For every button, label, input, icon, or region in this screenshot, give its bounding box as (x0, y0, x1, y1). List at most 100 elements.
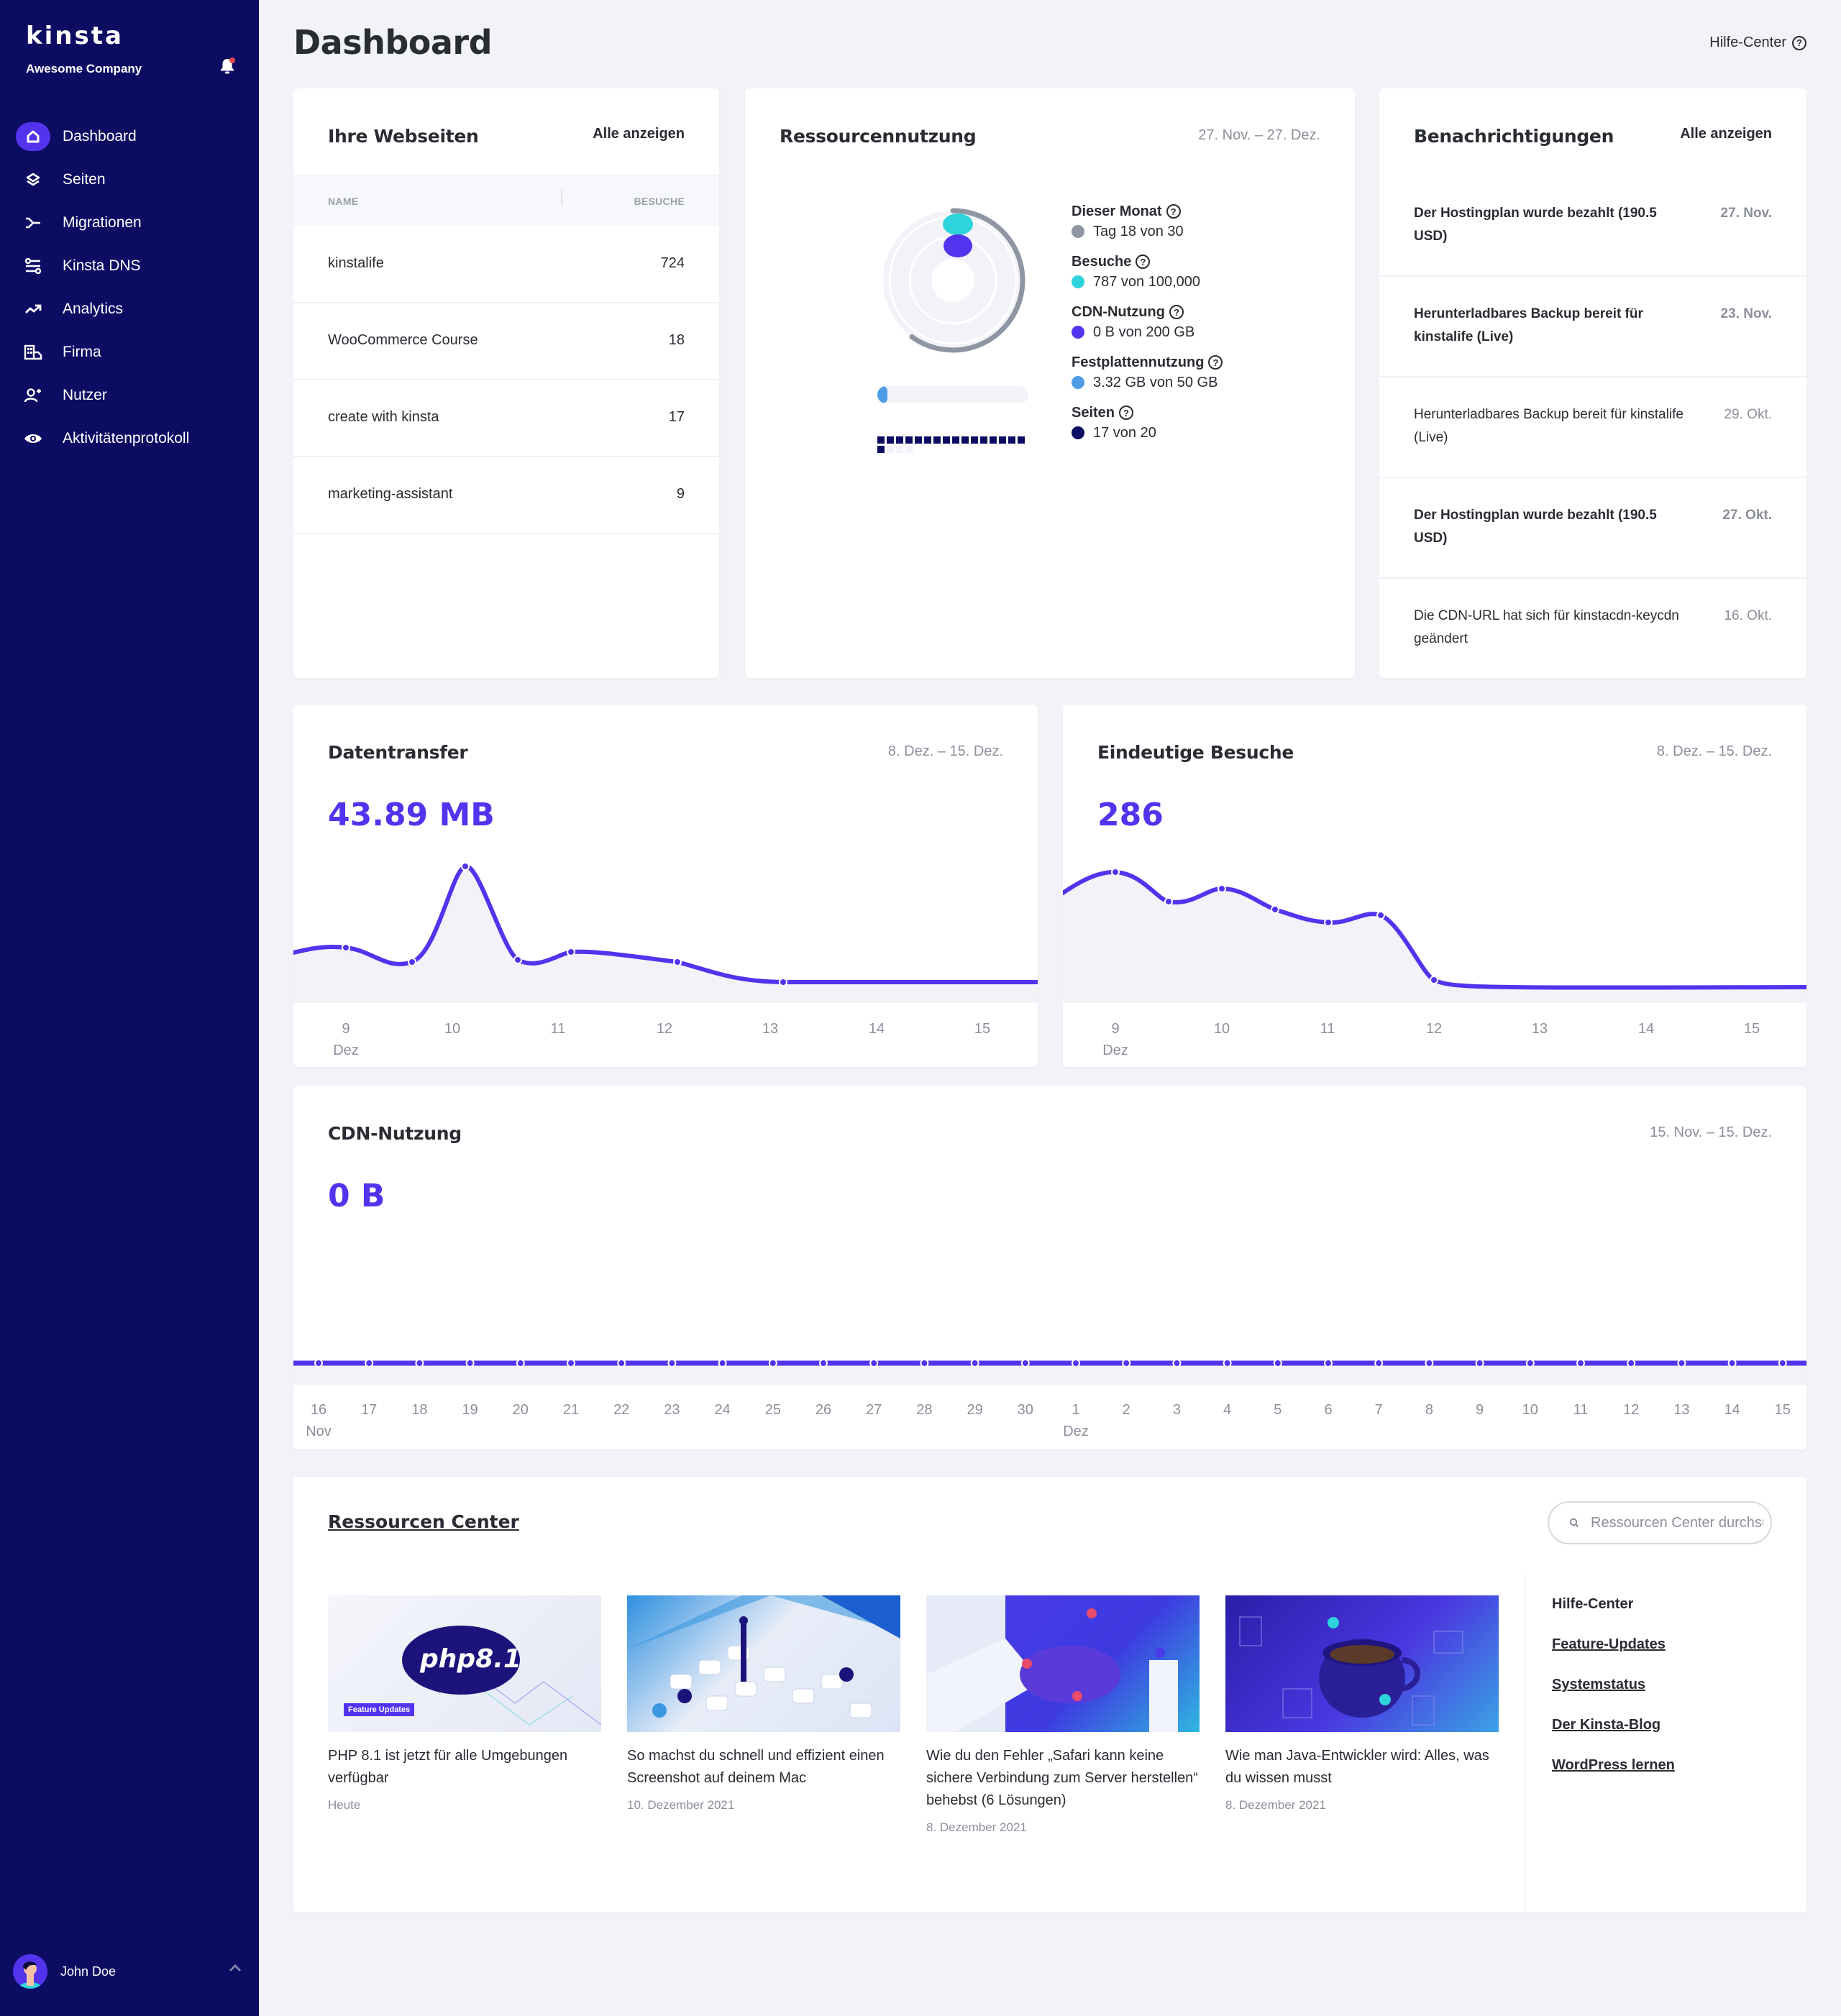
help-icon[interactable]: ? (1169, 305, 1184, 319)
help-icon[interactable]: ? (1166, 204, 1181, 219)
sidebar-item-seiten[interactable]: Seiten (0, 158, 259, 201)
avatar (13, 1954, 47, 1989)
sidebar-item-label: Nutzer (63, 387, 107, 403)
sidebar: kinsta Awesome Company Dashboard Seiten … (0, 0, 259, 2016)
sites-title: Ihre Webseiten (328, 126, 479, 147)
table-header: NAME BESUCHE (293, 175, 719, 226)
article-card[interactable]: So machst du schnell und effizient einen… (627, 1595, 900, 1813)
notifications-view-all-link[interactable]: Alle anzeigen (1680, 126, 1772, 142)
notification-text: Herunterladbares Backup bereit für kinst… (1414, 407, 1684, 445)
search-icon (1569, 1518, 1579, 1528)
cdn-usage-card: CDN-Nutzung 15. Nov. – 15. Dez. 0 B 16 No… (293, 1086, 1806, 1449)
legend-title: Dieser Monat (1072, 203, 1162, 219)
site-visits: 18 (668, 332, 685, 348)
legend-this-month: Dieser Monat? Tag 18 von 30 (1072, 202, 1223, 242)
x-axis-month-label: Dez (333, 1043, 359, 1058)
x-axis-label: 28 (916, 1402, 933, 1418)
table-row[interactable]: create with kinsta 17 (293, 380, 719, 457)
notification-text: Die CDN-URL hat sich für kinstacdn-keycd… (1414, 608, 1679, 646)
x-axis-label: 20 (512, 1402, 529, 1418)
x-axis-label: 6 (1324, 1402, 1333, 1418)
building-icon (16, 338, 50, 367)
article-title: Wie du den Fehler „Safari kann keine sic… (926, 1748, 1198, 1808)
x-axis-label: 14 (1637, 1021, 1655, 1037)
link-system-status[interactable]: Systemstatus (1552, 1677, 1646, 1692)
site-name: marketing-assistant (328, 486, 453, 502)
resource-center-search-input[interactable] (1591, 1514, 1763, 1531)
article-date: 8. Dezember 2021 (1225, 1798, 1326, 1812)
notification-badge (229, 58, 235, 63)
sidebar-item-aktivitaetenprotokoll[interactable]: Aktivitätenprotokoll (0, 417, 259, 460)
notification-item[interactable]: Die CDN-URL hat sich für kinstacdn-keycd… (1379, 579, 1806, 679)
x-axis-label: 13 (1673, 1402, 1690, 1418)
notification-text: Der Hostingplan wurde bezahlt (190.5 USD… (1414, 206, 1657, 244)
data-transfer-chart[interactable] (293, 705, 1038, 1067)
home-icon (16, 122, 50, 151)
article-date: 8. Dezember 2021 (926, 1820, 1027, 1834)
user-menu[interactable]: John Doe (13, 1954, 116, 1989)
help-icon[interactable]: ? (1208, 355, 1223, 370)
article-card[interactable]: php8.1 Feature Updates PHP 8.1 ist jetzt… (328, 1595, 601, 1813)
company-name[interactable]: Awesome Company (26, 62, 142, 75)
resource-center-search[interactable] (1548, 1501, 1772, 1544)
x-axis-label: 30 (1017, 1402, 1033, 1418)
usage-ring-chart (883, 208, 1025, 353)
article-thumbnail: php8.1 Feature Updates (328, 1595, 601, 1732)
notifications-card: Benachrichtigungen Alle anzeigen Der Hos… (1379, 88, 1806, 678)
cdn-usage-title: CDN-Nutzung (328, 1123, 462, 1144)
notification-item[interactable]: Herunterladbares Backup bereit für kinst… (1379, 277, 1806, 377)
article-card[interactable]: Wie du den Fehler „Safari kann keine sic… (926, 1595, 1200, 1835)
sidebar-item-migrationen[interactable]: Migrationen (0, 201, 259, 244)
help-icon[interactable]: ? (1119, 406, 1134, 420)
column-header-visits[interactable]: BESUCHE (634, 196, 685, 207)
cdn-usage-chart[interactable] (293, 1086, 1806, 1449)
table-row[interactable]: kinstalife 724 (293, 226, 719, 303)
x-axis-label: 10 (1522, 1402, 1538, 1418)
legend-value: 3.32 GB von 50 GB (1093, 374, 1218, 390)
column-header-name[interactable]: NAME (328, 196, 359, 207)
table-row[interactable]: WooCommerce Course 18 (293, 303, 719, 380)
article-card[interactable]: Wie man Java-Entwickler wird: Alles, was… (1225, 1595, 1499, 1813)
sites-view-all-link[interactable]: Alle anzeigen (593, 126, 685, 142)
thumbnail-text: php8.1 (420, 1644, 521, 1674)
notification-date: 27. Nov. (1720, 206, 1772, 221)
unique-visits-chart[interactable] (1063, 705, 1806, 1067)
x-axis-label: 15 (1743, 1021, 1760, 1037)
link-learn-wordpress[interactable]: WordPress lernen (1552, 1757, 1675, 1773)
user-plus-icon (16, 381, 50, 410)
notification-date: 16. Okt. (1724, 608, 1772, 623)
resource-center-title[interactable]: Ressourcen Center (328, 1511, 519, 1532)
link-kinsta-blog[interactable]: Der Kinsta-Blog (1552, 1717, 1661, 1733)
migration-icon (16, 209, 50, 237)
table-row[interactable]: marketing-assistant 9 (293, 457, 719, 534)
help-center-link[interactable]: Hilfe-Center ? (1709, 35, 1806, 51)
sidebar-item-analytics[interactable]: Analytics (0, 288, 259, 331)
notification-item[interactable]: Der Hostingplan wurde bezahlt (190.5 USD… (1379, 176, 1806, 277)
data-transfer-title: Datentransfer (328, 742, 468, 763)
notification-item[interactable]: Der Hostingplan wurde bezahlt (190.5 USD… (1379, 478, 1806, 579)
thumbnail-badge: Feature Updates (344, 1703, 415, 1716)
sidebar-item-label: Seiten (63, 171, 106, 188)
trending-up-icon (16, 295, 50, 324)
site-name: create with kinsta (328, 409, 439, 425)
chevron-up-icon[interactable] (229, 1963, 242, 1973)
x-axis-label: 17 (361, 1402, 378, 1418)
x-axis-label: 10 (1213, 1021, 1230, 1037)
sidebar-item-firma[interactable]: Firma (0, 331, 259, 374)
link-help-center[interactable]: Hilfe-Center (1552, 1596, 1634, 1612)
legend-dot (1072, 426, 1084, 439)
sidebar-item-nutzer[interactable]: Nutzer (0, 374, 259, 417)
article-title: So machst du schnell und effizient einen… (627, 1748, 885, 1786)
legend-dot (1072, 326, 1084, 339)
sidebar-item-dashboard[interactable]: Dashboard (0, 115, 259, 158)
x-axis-label: 11 (550, 1021, 566, 1037)
help-icon[interactable]: ? (1136, 255, 1151, 269)
layers-icon (16, 165, 50, 194)
legend-visits: Besuche? 787 von 100,000 (1072, 252, 1223, 293)
x-axis-label: 15 (974, 1021, 991, 1037)
notification-item[interactable]: Herunterladbares Backup bereit für kinst… (1379, 377, 1806, 478)
kinsta-logo[interactable]: kinsta (26, 22, 124, 50)
sidebar-item-label: Aktivitätenprotokoll (63, 430, 190, 446)
sidebar-item-kinsta-dns[interactable]: Kinsta DNS (0, 244, 259, 288)
link-feature-updates[interactable]: Feature-Updates (1552, 1636, 1666, 1652)
